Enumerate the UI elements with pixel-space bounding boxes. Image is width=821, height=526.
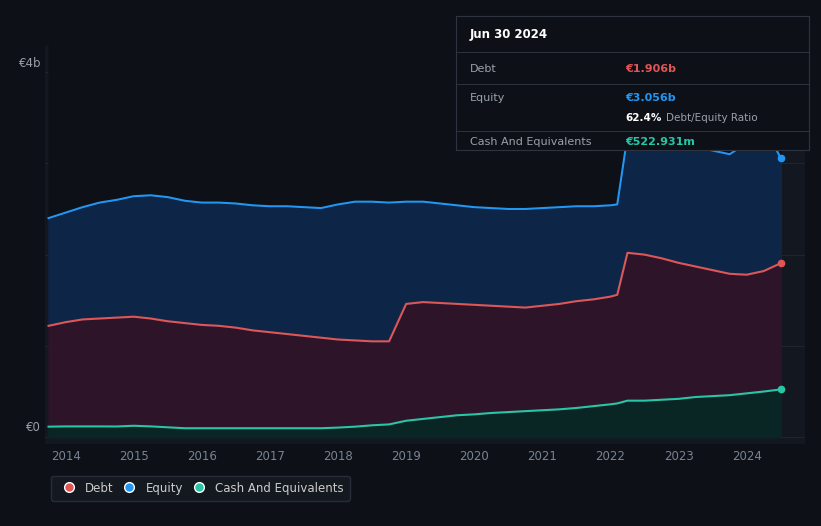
Text: Debt/Equity Ratio: Debt/Equity Ratio (666, 114, 757, 124)
Text: Equity: Equity (470, 93, 505, 103)
Text: Debt: Debt (470, 64, 497, 75)
Text: 62.4%: 62.4% (625, 114, 662, 124)
Text: €522.931m: €522.931m (625, 137, 695, 147)
Text: €1.906b: €1.906b (625, 64, 677, 75)
Text: Cash And Equivalents: Cash And Equivalents (470, 137, 591, 147)
Text: €0: €0 (26, 421, 41, 434)
Text: €4b: €4b (19, 57, 41, 70)
Text: Jun 30 2024: Jun 30 2024 (470, 28, 548, 41)
Legend: Debt, Equity, Cash And Equivalents: Debt, Equity, Cash And Equivalents (51, 476, 350, 501)
Text: €3.056b: €3.056b (625, 93, 676, 103)
